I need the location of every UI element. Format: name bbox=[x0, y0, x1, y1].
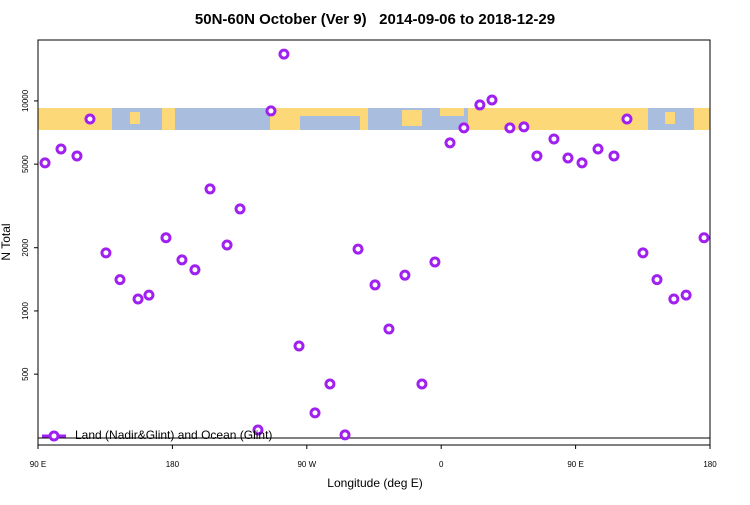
chart-title: 50N-60N October (Ver 9) 2014-09-06 to 20… bbox=[195, 11, 555, 28]
data-point bbox=[592, 143, 604, 155]
data-point bbox=[429, 256, 441, 268]
data-point bbox=[576, 157, 588, 169]
data-point bbox=[608, 150, 620, 162]
data-point bbox=[458, 122, 470, 134]
y-tick-label: 500 bbox=[21, 367, 30, 381]
y-tick-label: 2000 bbox=[21, 238, 30, 256]
data-point bbox=[234, 203, 246, 215]
data-point bbox=[504, 122, 516, 134]
x-tick-label: 0 bbox=[439, 460, 444, 469]
data-point bbox=[71, 150, 83, 162]
data-point bbox=[204, 183, 216, 195]
y-tick-label: 1000 bbox=[21, 301, 30, 319]
data-point bbox=[324, 378, 336, 390]
data-point bbox=[189, 264, 201, 276]
x-tick-label: 90 E bbox=[567, 460, 583, 469]
data-point bbox=[668, 293, 680, 305]
data-point bbox=[486, 94, 498, 106]
data-point bbox=[383, 323, 395, 335]
x-tick-label: 180 bbox=[166, 460, 180, 469]
data-point bbox=[399, 269, 411, 281]
y-axis-label: N Total bbox=[0, 223, 13, 260]
data-point bbox=[278, 48, 290, 60]
data-point bbox=[252, 424, 264, 436]
x-axis-label: Longitude (deg E) bbox=[327, 476, 422, 490]
data-point bbox=[143, 289, 155, 301]
legend-marker bbox=[48, 430, 60, 442]
data-point bbox=[621, 113, 633, 125]
data-point bbox=[637, 247, 649, 259]
data-point bbox=[160, 232, 172, 244]
data-point bbox=[39, 157, 51, 169]
data-point bbox=[352, 243, 364, 255]
data-point bbox=[416, 378, 428, 390]
data-point bbox=[518, 121, 530, 133]
x-tick-label: 90 E bbox=[30, 460, 46, 469]
data-point bbox=[132, 293, 144, 305]
y-tick-label: 10000 bbox=[21, 89, 30, 112]
data-point bbox=[265, 105, 277, 117]
x-tick-label: 180 bbox=[703, 460, 717, 469]
data-point bbox=[680, 289, 692, 301]
map-strip bbox=[38, 108, 710, 130]
data-point bbox=[531, 150, 543, 162]
data-point bbox=[548, 133, 560, 145]
data-point bbox=[651, 274, 663, 286]
data-point bbox=[369, 279, 381, 291]
y-tick-label: 5000 bbox=[21, 155, 30, 173]
data-point bbox=[114, 274, 126, 286]
data-point bbox=[474, 99, 486, 111]
data-point bbox=[221, 239, 233, 251]
data-point bbox=[84, 113, 96, 125]
data-point bbox=[100, 247, 112, 259]
data-point bbox=[55, 143, 67, 155]
x-tick-label: 90 W bbox=[297, 460, 316, 469]
data-point bbox=[698, 232, 710, 244]
data-point bbox=[444, 137, 456, 149]
plot-frame bbox=[37, 39, 711, 446]
data-point bbox=[562, 152, 574, 164]
data-point bbox=[176, 254, 188, 266]
data-point bbox=[339, 429, 351, 441]
data-point bbox=[293, 340, 305, 352]
data-point bbox=[309, 407, 321, 419]
legend-label: Land (Nadir&Glint) and Ocean (Glint) bbox=[75, 428, 272, 442]
